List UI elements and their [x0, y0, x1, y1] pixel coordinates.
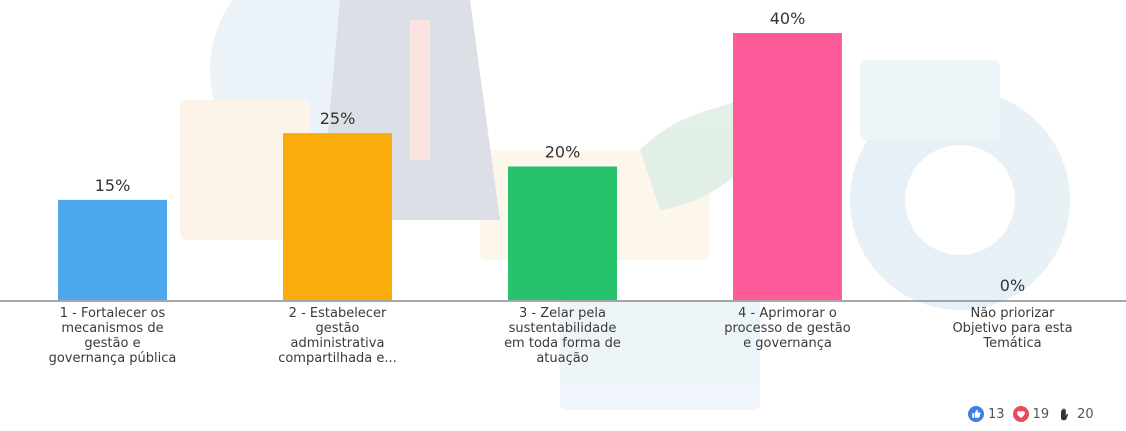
raised-hand-icon — [1061, 408, 1069, 421]
value-label-4: 40% — [770, 9, 806, 28]
category-label-2-line-3: administrativa — [291, 336, 385, 351]
bar-1 — [58, 199, 167, 300]
value-label-1: 15% — [95, 176, 131, 195]
category-label-3-line-2: sustentabilidade — [509, 321, 617, 336]
bar-2 — [283, 133, 392, 300]
value-label-5: 0% — [1000, 276, 1025, 295]
reactions-bar: 13 19 20 — [968, 403, 1124, 425]
category-label-1-line-2: mecanismos de — [61, 321, 163, 336]
heart-icon — [1012, 406, 1029, 422]
bars-layer — [58, 33, 842, 300]
hands-count: 20 — [1077, 406, 1094, 422]
category-label-2-line-4: compartilhada e... — [278, 351, 397, 366]
reaction-hearts[interactable]: 19 — [1012, 406, 1050, 422]
value-label-3: 20% — [545, 143, 581, 162]
likes-count: 13 — [988, 406, 1005, 422]
category-label-4-line-1: 4 - Aprimorar o — [738, 306, 837, 321]
value-label-2: 25% — [320, 109, 356, 128]
category-label-5-line-2: Objetivo para esta — [952, 321, 1072, 336]
category-label-1-line-4: governança pública — [49, 351, 177, 366]
category-label-2-line-1: 2 - Estabelecer — [289, 306, 387, 321]
reaction-likes[interactable]: 13 — [968, 406, 1005, 422]
category-label-4-line-2: processo de gestão — [724, 321, 851, 336]
category-label-1-line-1: 1 - Fortalecer os — [60, 306, 166, 321]
category-label-5-line-1: Não priorizar — [970, 306, 1055, 321]
category-label-4-line-3: e governança — [743, 336, 832, 351]
category-label-1-line-3: gestão e — [84, 336, 140, 351]
value-labels-layer: 15% 25% 20% 40% 0% — [95, 9, 1025, 295]
category-label-3-line-4: atuação — [536, 351, 588, 366]
category-label-2-line-2: gestão — [315, 321, 359, 336]
bar-4 — [733, 33, 842, 300]
thumbs-up-icon — [968, 406, 984, 422]
bar-3 — [508, 166, 617, 300]
category-label-3-line-1: 3 - Zelar pela — [519, 306, 606, 321]
category-label-5-line-3: Temática — [982, 336, 1041, 351]
reaction-hands[interactable]: 20 — [1057, 406, 1094, 422]
category-label-3-line-3: em toda forma de — [504, 336, 621, 351]
hearts-count: 19 — [1032, 406, 1050, 422]
